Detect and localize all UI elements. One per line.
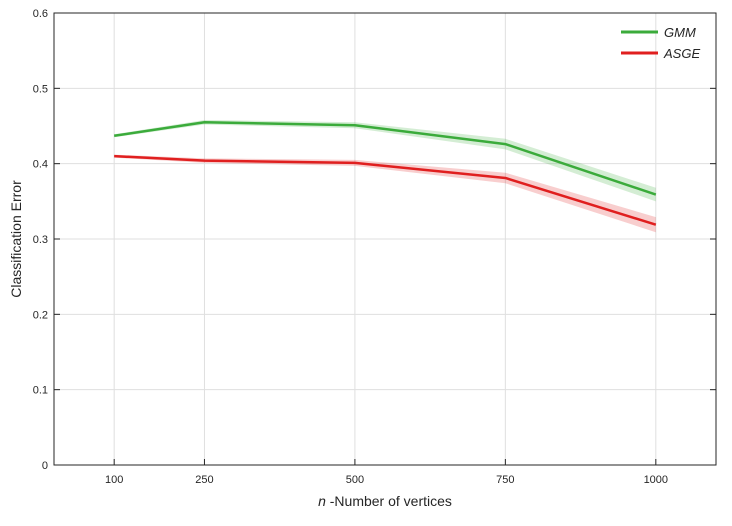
x-axis-ticks: 100 250 500 750 1000 xyxy=(105,459,668,486)
x-tick-label: 500 xyxy=(346,474,364,486)
y-tick-label: 0.5 xyxy=(33,83,48,95)
series-line-gmm xyxy=(113,120,657,196)
legend-label-asge: ASGE xyxy=(663,46,700,61)
legend: GMM ASGE xyxy=(621,25,700,61)
series-line-asge xyxy=(114,154,657,226)
confidence-bands xyxy=(114,119,656,233)
x-axis-label-text: -Number of vertices xyxy=(326,493,452,509)
y-axis-ticks: 0 0.1 0.2 0.3 0.4 0.5 0.6 xyxy=(33,8,716,472)
x-axis-label-var: n xyxy=(318,493,326,509)
x-tick-label: 750 xyxy=(496,474,514,486)
band-asge xyxy=(114,154,656,233)
y-tick-label: 0.3 xyxy=(33,234,48,246)
x-tick-label: 1000 xyxy=(644,474,668,486)
series-lines xyxy=(113,120,657,226)
y-tick-label: 0 xyxy=(42,460,48,472)
y-axis-label: Classification Error xyxy=(8,180,24,298)
x-axis-label: n -Number of vertices xyxy=(318,493,452,509)
legend-label-gmm: GMM xyxy=(664,25,696,40)
y-tick-label: 0.2 xyxy=(33,309,48,321)
x-tick-label: 100 xyxy=(105,474,123,486)
x-tick-label: 250 xyxy=(195,474,213,486)
y-tick-label: 0.4 xyxy=(33,159,48,171)
y-tick-label: 0.6 xyxy=(33,8,48,20)
y-tick-label: 0.1 xyxy=(33,385,48,397)
grid xyxy=(54,13,716,465)
